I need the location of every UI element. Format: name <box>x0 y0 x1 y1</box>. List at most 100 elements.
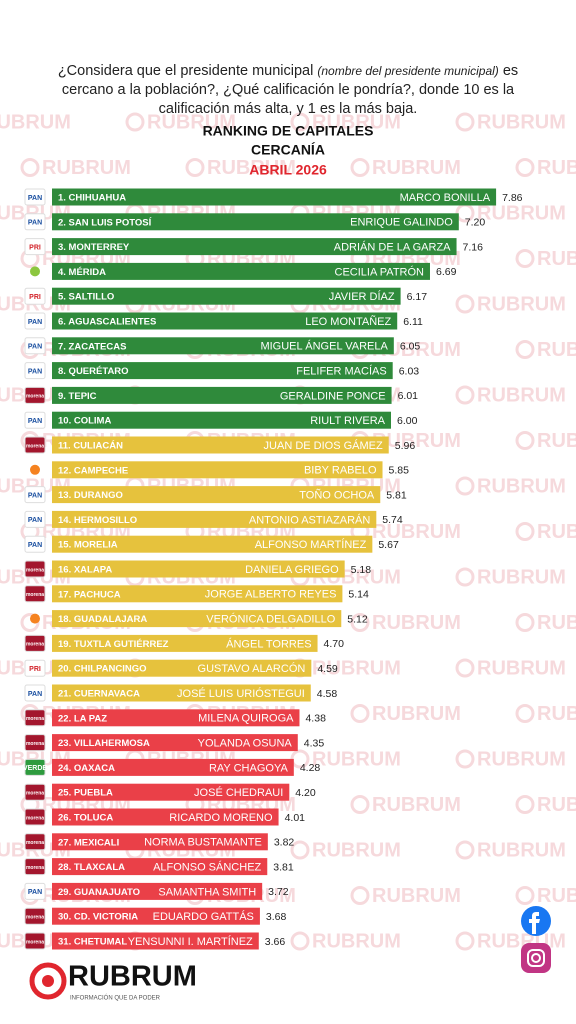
party-icon: PAN <box>24 312 46 330</box>
value-label: 4.70 <box>324 638 345 650</box>
mayor-name: GUSTAVO ALARCÓN <box>198 662 306 675</box>
category-label: 6. AGUASCALIENTES <box>58 317 156 328</box>
footer-logo: RUBRUM INFORMACIÓN QUE DA PODER <box>29 961 197 1002</box>
party-icon: PRI <box>24 659 46 677</box>
bar <box>52 337 394 355</box>
watermark-text: RUBRUM <box>537 248 576 270</box>
category-label: 23. VILLAHERMOSA <box>58 738 150 749</box>
watermark-ring <box>350 613 370 632</box>
party-icon: PAN <box>24 337 46 355</box>
party-label: morena <box>26 716 44 722</box>
watermark-text: RUBRUM <box>537 339 576 361</box>
watermark-text: RUBRUM <box>537 885 576 907</box>
watermark-ring <box>350 886 370 905</box>
mayor-name: SAMANTHA SMITH <box>158 886 256 898</box>
party-icon: morena <box>24 560 46 578</box>
mayor-name: MIGUEL ÁNGEL VARELA <box>260 340 388 353</box>
party-icon: VERDE <box>23 758 47 776</box>
party-icon: morena <box>24 808 46 826</box>
mayor-name: ÁNGEL TORRES <box>226 637 311 650</box>
watermark-text: RUBRUM <box>312 748 401 770</box>
party-icon: morena <box>24 907 46 925</box>
watermark-text: RUBRUM <box>372 794 461 816</box>
party-badge <box>24 833 46 851</box>
watermark-text: RUBRUM <box>312 930 401 952</box>
watermark-ring <box>350 158 370 177</box>
mayor-name: JOSÉ CHEDRAUI <box>194 786 283 799</box>
party-icon: morena <box>24 386 46 404</box>
watermark-text: RUBRUM <box>147 111 236 133</box>
watermark-text: RUBRUM <box>537 430 576 452</box>
mayor-name: ADRIÁN DE LA GARZA <box>334 241 451 254</box>
party-badge <box>24 858 46 876</box>
bar <box>52 659 312 677</box>
party-badge <box>24 213 46 231</box>
bar <box>52 882 263 900</box>
category-label: 31. CHETUMAL <box>58 937 127 948</box>
value-label: 3.66 <box>265 936 286 948</box>
party-label: morena <box>26 567 44 573</box>
mayor-name: JORGE ALBERTO REYES <box>205 589 337 601</box>
party-label: PAN <box>28 418 42 425</box>
value-label: 6.17 <box>407 291 428 303</box>
question: ¿Considera que el presidente municipal (… <box>40 62 536 119</box>
instagram-frame <box>527 949 545 967</box>
category-label: 2. SAN LUIS POTOSÍ <box>58 217 152 228</box>
bar <box>52 386 392 404</box>
category-label: 9. TEPIC <box>58 391 97 402</box>
party-icon: PRI <box>24 238 46 256</box>
party-label: PRI <box>29 294 41 301</box>
value-label: 6.69 <box>436 266 457 278</box>
watermark-ring <box>125 112 145 132</box>
category-label: 13. DURANGO <box>58 490 123 501</box>
watermark-text: RUBRUM <box>477 566 566 588</box>
party-label: PAN <box>28 368 42 375</box>
party-icon: morena <box>24 709 46 727</box>
party-label: morena <box>26 443 44 449</box>
party-label: morena <box>26 394 44 400</box>
watermark-ring <box>515 795 535 814</box>
bar <box>52 213 459 231</box>
bar <box>52 783 290 801</box>
instagram-icon <box>521 943 551 973</box>
value-label: 4.58 <box>317 688 338 700</box>
bar <box>52 362 393 380</box>
watermark-text: RUBRUM <box>477 202 566 224</box>
watermark-ring <box>455 112 475 132</box>
party-label: VERDE <box>23 765 47 772</box>
mayor-name: RIULT RIVERA <box>310 415 385 427</box>
bar <box>52 486 381 504</box>
watermark-text: RUBRUM <box>372 885 461 907</box>
party-label: morena <box>26 741 44 747</box>
category-label: 8. QUERÉTARO <box>58 366 129 377</box>
watermark-text: RUBRUM <box>0 111 71 133</box>
watermark-text: RUBRUM <box>537 703 576 725</box>
mayor-name: GERALDINE PONCE <box>280 390 386 402</box>
party-icon: PAN <box>24 684 46 702</box>
category-label: 5. SALTILLO <box>58 292 114 303</box>
watermark-text: RUBRUM <box>372 339 461 361</box>
bar <box>52 734 298 752</box>
mayor-name: YENSUNNI I. MARTÍNEZ <box>128 935 253 948</box>
facebook-glyph <box>529 912 540 934</box>
watermark-ring <box>455 840 475 860</box>
watermark-text: RUBRUM <box>537 612 576 634</box>
value-label: 7.20 <box>465 217 486 229</box>
social-icons <box>521 906 551 973</box>
watermark-ring <box>185 158 205 177</box>
value-label: 6.05 <box>400 341 421 353</box>
question-text: es cercano a la población?, ¿Qué calific… <box>61 63 519 117</box>
logo-dot <box>42 975 54 987</box>
watermark-ring <box>455 749 475 769</box>
party-icon: PRI <box>24 287 46 305</box>
bar <box>52 510 377 528</box>
question-italic: (nombre del presidente municipal) <box>317 64 499 78</box>
watermark-text: RUBRUM <box>537 521 576 543</box>
chart-title-2: CERCANÍA <box>251 142 325 158</box>
party-badge <box>24 287 46 305</box>
party-icon: morena <box>24 734 46 752</box>
watermark-ring <box>515 158 535 177</box>
party-icon: PAN <box>24 510 46 528</box>
party-label: morena <box>26 939 44 945</box>
value-label: 7.86 <box>502 192 523 204</box>
